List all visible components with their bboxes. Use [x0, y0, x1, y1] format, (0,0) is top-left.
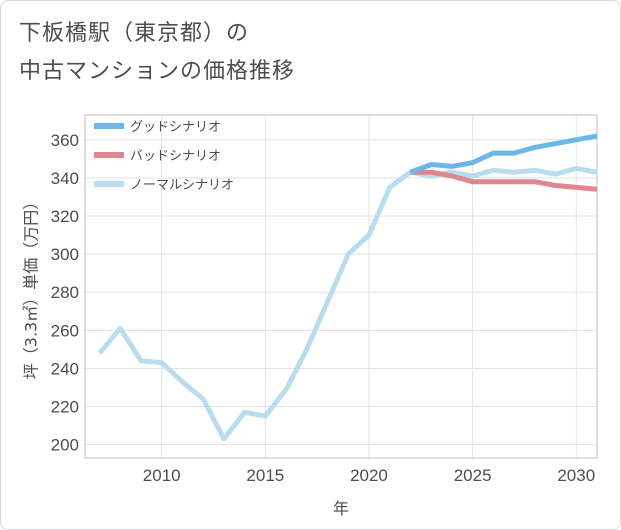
y-tick-label: 280 — [51, 283, 79, 302]
y-tick-label: 220 — [51, 398, 79, 417]
chart-title-line1: 下板橋駅（東京都）の — [19, 21, 250, 46]
x-tick-label: 2025 — [454, 466, 492, 485]
series-layer — [97, 133, 598, 442]
legend-label: バッドシナリオ — [130, 149, 221, 164]
legend-label: グッドシナリオ — [130, 120, 221, 135]
x-tick-label: 2015 — [246, 466, 284, 485]
tick-labels: 200 220 240 260 280 300 320 340 360 2010 2015 2020 2… — [51, 131, 596, 485]
x-tick-label: 2030 — [557, 466, 595, 485]
y-tick-label: 340 — [51, 169, 79, 188]
series-line-2 — [97, 165, 598, 442]
y-axis-label: 坪（3.3㎡）単価（万円） — [22, 194, 41, 379]
x-tick-label: 2020 — [350, 466, 388, 485]
y-tick-label: 260 — [51, 321, 79, 340]
y-tick-label: 320 — [51, 207, 79, 226]
series-line-1 — [410, 169, 598, 192]
y-tick-label: 240 — [51, 359, 79, 378]
x-tick-label: 2010 — [143, 466, 181, 485]
y-tick-label: 200 — [51, 436, 79, 455]
grid-lines — [85, 115, 597, 458]
x-axis-label: 年 — [333, 499, 349, 518]
chart-title-line2: 中古マンションの価格推移 — [19, 59, 296, 84]
plot-frame — [84, 114, 598, 459]
y-tick-label: 300 — [51, 245, 79, 264]
y-tick-label: 360 — [51, 131, 79, 150]
legend-label: ノーマルシナリオ — [130, 178, 234, 193]
series-line-0 — [409, 133, 598, 175]
